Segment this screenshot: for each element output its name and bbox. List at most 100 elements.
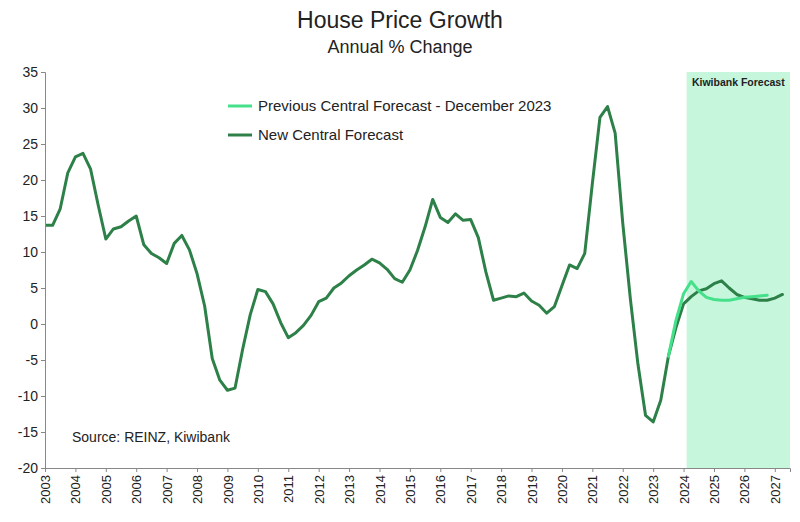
tick-label: 2004 [68, 475, 83, 504]
tick: 2008 [190, 468, 205, 504]
tick: 10 [22, 244, 45, 260]
tick-mark [501, 468, 502, 472]
tick-label: 2011 [281, 475, 296, 503]
tick: 2011 [281, 468, 296, 503]
tick-mark [744, 468, 745, 472]
legend-swatch [228, 134, 252, 137]
tick: 2025 [707, 468, 722, 504]
tick-label: 25 [22, 136, 38, 152]
tick-label: 2005 [99, 475, 114, 504]
tick-mark [562, 468, 563, 472]
tick: 2015 [403, 468, 418, 504]
tick: 2019 [525, 468, 540, 504]
tick-label: 2014 [373, 475, 388, 504]
tick-mark [45, 468, 46, 472]
tick-mark [684, 468, 685, 472]
tick-label: 2008 [190, 475, 205, 504]
tick-mark [227, 468, 228, 472]
tick: 2027 [768, 468, 783, 504]
tick-label: 2016 [433, 475, 448, 504]
tick-label: 2025 [707, 475, 722, 504]
tick: 15 [22, 208, 45, 224]
tick-mark [258, 468, 259, 472]
tick: 2012 [312, 468, 327, 504]
tick-mark [653, 468, 654, 472]
tick-label: 2027 [768, 475, 783, 504]
tick-mark [41, 216, 45, 217]
tick: 20 [22, 172, 45, 188]
tick-mark [41, 288, 45, 289]
tick: 5 [30, 280, 45, 296]
chart: House Price GrowthAnnual % Change-20-15-… [0, 0, 800, 522]
tick-mark [75, 468, 76, 472]
tick-label: 20 [22, 172, 38, 188]
tick-label: 5 [30, 280, 38, 296]
tick: 2010 [251, 468, 266, 504]
tick-label: 2006 [129, 475, 144, 504]
tick-mark [41, 144, 45, 145]
tick-label: 2010 [251, 475, 266, 504]
legend: Previous Central Forecast - December 202… [228, 97, 551, 143]
tick-mark [41, 360, 45, 361]
tick: 2007 [160, 468, 175, 504]
tick-mark [167, 468, 168, 472]
tick-label: 0 [30, 316, 38, 332]
tick: 2014 [373, 468, 388, 504]
series-line [45, 107, 782, 422]
tick-mark [471, 468, 472, 472]
x-axis: 2003 2004 2005 2006 2007 2008 2009 2010 2011 2012… [38, 468, 790, 504]
tick: 2003 [38, 468, 53, 504]
source-note: Source: REINZ, Kiwibank [72, 429, 231, 445]
tick-label: 2015 [403, 475, 418, 504]
tick: -20 [18, 460, 45, 476]
tick: 2016 [433, 468, 448, 504]
tick: 2004 [68, 468, 83, 504]
tick: 2009 [220, 468, 235, 504]
tick: 35 [22, 64, 45, 80]
tick-label: 2022 [616, 475, 631, 504]
title: House Price Growth [297, 7, 503, 33]
tick-mark [41, 108, 45, 109]
subtitle: Annual % Change [327, 37, 472, 57]
tick-mark [197, 468, 198, 472]
plot-area [45, 72, 790, 468]
tick-label: 2012 [312, 475, 327, 504]
tick: 2021 [585, 468, 600, 504]
tick-mark [106, 468, 107, 472]
tick-mark [714, 468, 715, 472]
y-axis: -20-15-10-505101520253035 [18, 64, 46, 476]
tick-mark [775, 468, 776, 472]
tick-label: 2024 [677, 475, 692, 504]
tick: 2005 [99, 468, 114, 504]
axis-line [41, 73, 46, 469]
legend-swatch [228, 105, 252, 108]
legend-label: New Central Forecast [258, 126, 404, 143]
tick-mark [41, 180, 45, 181]
tick: 25 [22, 136, 45, 152]
tick: 2024 [677, 468, 692, 504]
tick: 0 [30, 316, 45, 332]
tick: -5 [26, 352, 45, 368]
tick-mark [349, 468, 350, 472]
tick-mark [41, 432, 45, 433]
tick-mark [41, 324, 45, 325]
tick-label: 2007 [160, 475, 175, 504]
tick-mark [532, 468, 533, 472]
tick: -10 [18, 388, 45, 404]
tick-label: 2009 [220, 475, 235, 504]
tick-label: 2013 [342, 475, 357, 504]
tick: 2013 [342, 468, 357, 504]
tick-mark [623, 468, 624, 472]
series-line [668, 282, 767, 357]
tick-mark [288, 468, 289, 472]
axis-line [46, 469, 791, 473]
forecast-label: Kiwibank Forecast [692, 76, 785, 88]
tick: 2006 [129, 468, 144, 504]
tick: 30 [22, 100, 45, 116]
tick-mark [41, 396, 45, 397]
tick-mark [41, 468, 45, 469]
tick: 2017 [464, 468, 479, 504]
forecast-region [687, 72, 790, 468]
tick-label: 2018 [494, 475, 509, 504]
tick-label: 2020 [555, 475, 570, 504]
